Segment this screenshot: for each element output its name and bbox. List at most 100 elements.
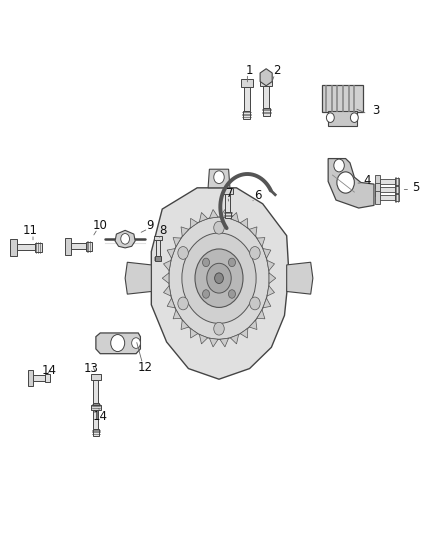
Bar	[71, 244, 86, 249]
Bar	[32, 375, 45, 381]
Text: 3: 3	[372, 104, 380, 117]
Circle shape	[326, 113, 334, 123]
Circle shape	[195, 249, 243, 308]
Polygon shape	[167, 248, 175, 259]
Bar	[263, 108, 270, 116]
Polygon shape	[125, 262, 151, 294]
Bar	[263, 86, 269, 108]
Bar	[380, 187, 395, 192]
Circle shape	[215, 273, 223, 284]
Circle shape	[229, 258, 236, 266]
Polygon shape	[208, 169, 230, 188]
Circle shape	[178, 297, 188, 310]
Bar	[17, 245, 35, 251]
Bar	[321, 85, 363, 112]
Circle shape	[132, 338, 141, 349]
Polygon shape	[267, 286, 275, 296]
Circle shape	[250, 247, 260, 260]
Bar	[375, 183, 380, 196]
Bar	[375, 191, 380, 204]
Polygon shape	[209, 209, 218, 218]
Polygon shape	[257, 310, 265, 319]
Bar	[244, 111, 251, 119]
Circle shape	[169, 217, 269, 340]
Polygon shape	[220, 338, 229, 347]
Polygon shape	[240, 328, 248, 338]
Polygon shape	[199, 335, 208, 344]
Bar	[91, 405, 101, 410]
Circle shape	[214, 171, 224, 183]
Polygon shape	[220, 209, 229, 218]
Bar	[92, 403, 99, 410]
Polygon shape	[269, 273, 276, 284]
Bar	[395, 193, 399, 201]
Bar	[11, 239, 17, 256]
Text: 4: 4	[364, 174, 371, 187]
Bar	[225, 212, 231, 217]
Polygon shape	[249, 320, 257, 329]
Text: 5: 5	[412, 181, 419, 195]
Bar	[155, 256, 161, 261]
Bar	[65, 238, 71, 255]
Polygon shape	[287, 262, 313, 294]
Polygon shape	[328, 159, 374, 208]
Polygon shape	[190, 219, 198, 228]
Text: 8: 8	[159, 224, 167, 237]
Polygon shape	[163, 260, 171, 271]
Polygon shape	[181, 320, 189, 329]
Polygon shape	[162, 273, 169, 284]
Bar	[244, 86, 250, 111]
Polygon shape	[230, 213, 239, 222]
Circle shape	[121, 233, 130, 244]
Polygon shape	[240, 219, 248, 228]
Polygon shape	[181, 227, 189, 237]
Text: 10: 10	[93, 219, 108, 232]
Bar	[91, 374, 101, 381]
Circle shape	[202, 290, 209, 298]
Bar	[28, 370, 32, 386]
Circle shape	[111, 335, 125, 352]
Polygon shape	[173, 238, 181, 247]
Text: 7: 7	[226, 187, 233, 200]
Circle shape	[214, 221, 224, 234]
Text: 13: 13	[84, 362, 99, 375]
Polygon shape	[163, 286, 171, 296]
Polygon shape	[267, 260, 275, 271]
Circle shape	[334, 159, 344, 172]
Bar	[155, 240, 160, 256]
Bar	[241, 79, 253, 86]
Polygon shape	[260, 69, 272, 86]
Bar	[35, 243, 42, 252]
Circle shape	[202, 258, 209, 266]
Bar	[153, 236, 162, 240]
Circle shape	[350, 113, 358, 123]
Text: 14: 14	[42, 364, 57, 377]
Polygon shape	[249, 227, 257, 237]
Bar	[380, 195, 395, 200]
Polygon shape	[230, 335, 239, 344]
Polygon shape	[263, 248, 271, 259]
Bar	[92, 430, 99, 435]
Bar	[86, 241, 92, 251]
Bar	[225, 193, 230, 212]
Circle shape	[207, 263, 231, 293]
Polygon shape	[257, 238, 265, 247]
Text: 9: 9	[146, 219, 154, 232]
Text: 12: 12	[138, 361, 153, 374]
Bar	[93, 381, 99, 403]
Polygon shape	[199, 213, 208, 222]
Circle shape	[178, 247, 188, 260]
Bar	[93, 410, 99, 430]
Bar	[395, 185, 399, 193]
Circle shape	[182, 233, 256, 324]
Polygon shape	[167, 298, 175, 308]
Bar	[375, 175, 380, 188]
Bar	[380, 179, 395, 184]
Polygon shape	[263, 298, 271, 308]
Circle shape	[229, 290, 236, 298]
Text: 6: 6	[254, 189, 261, 202]
Bar	[395, 177, 399, 185]
Text: 1: 1	[246, 64, 253, 77]
Circle shape	[214, 322, 224, 335]
Polygon shape	[96, 333, 141, 354]
